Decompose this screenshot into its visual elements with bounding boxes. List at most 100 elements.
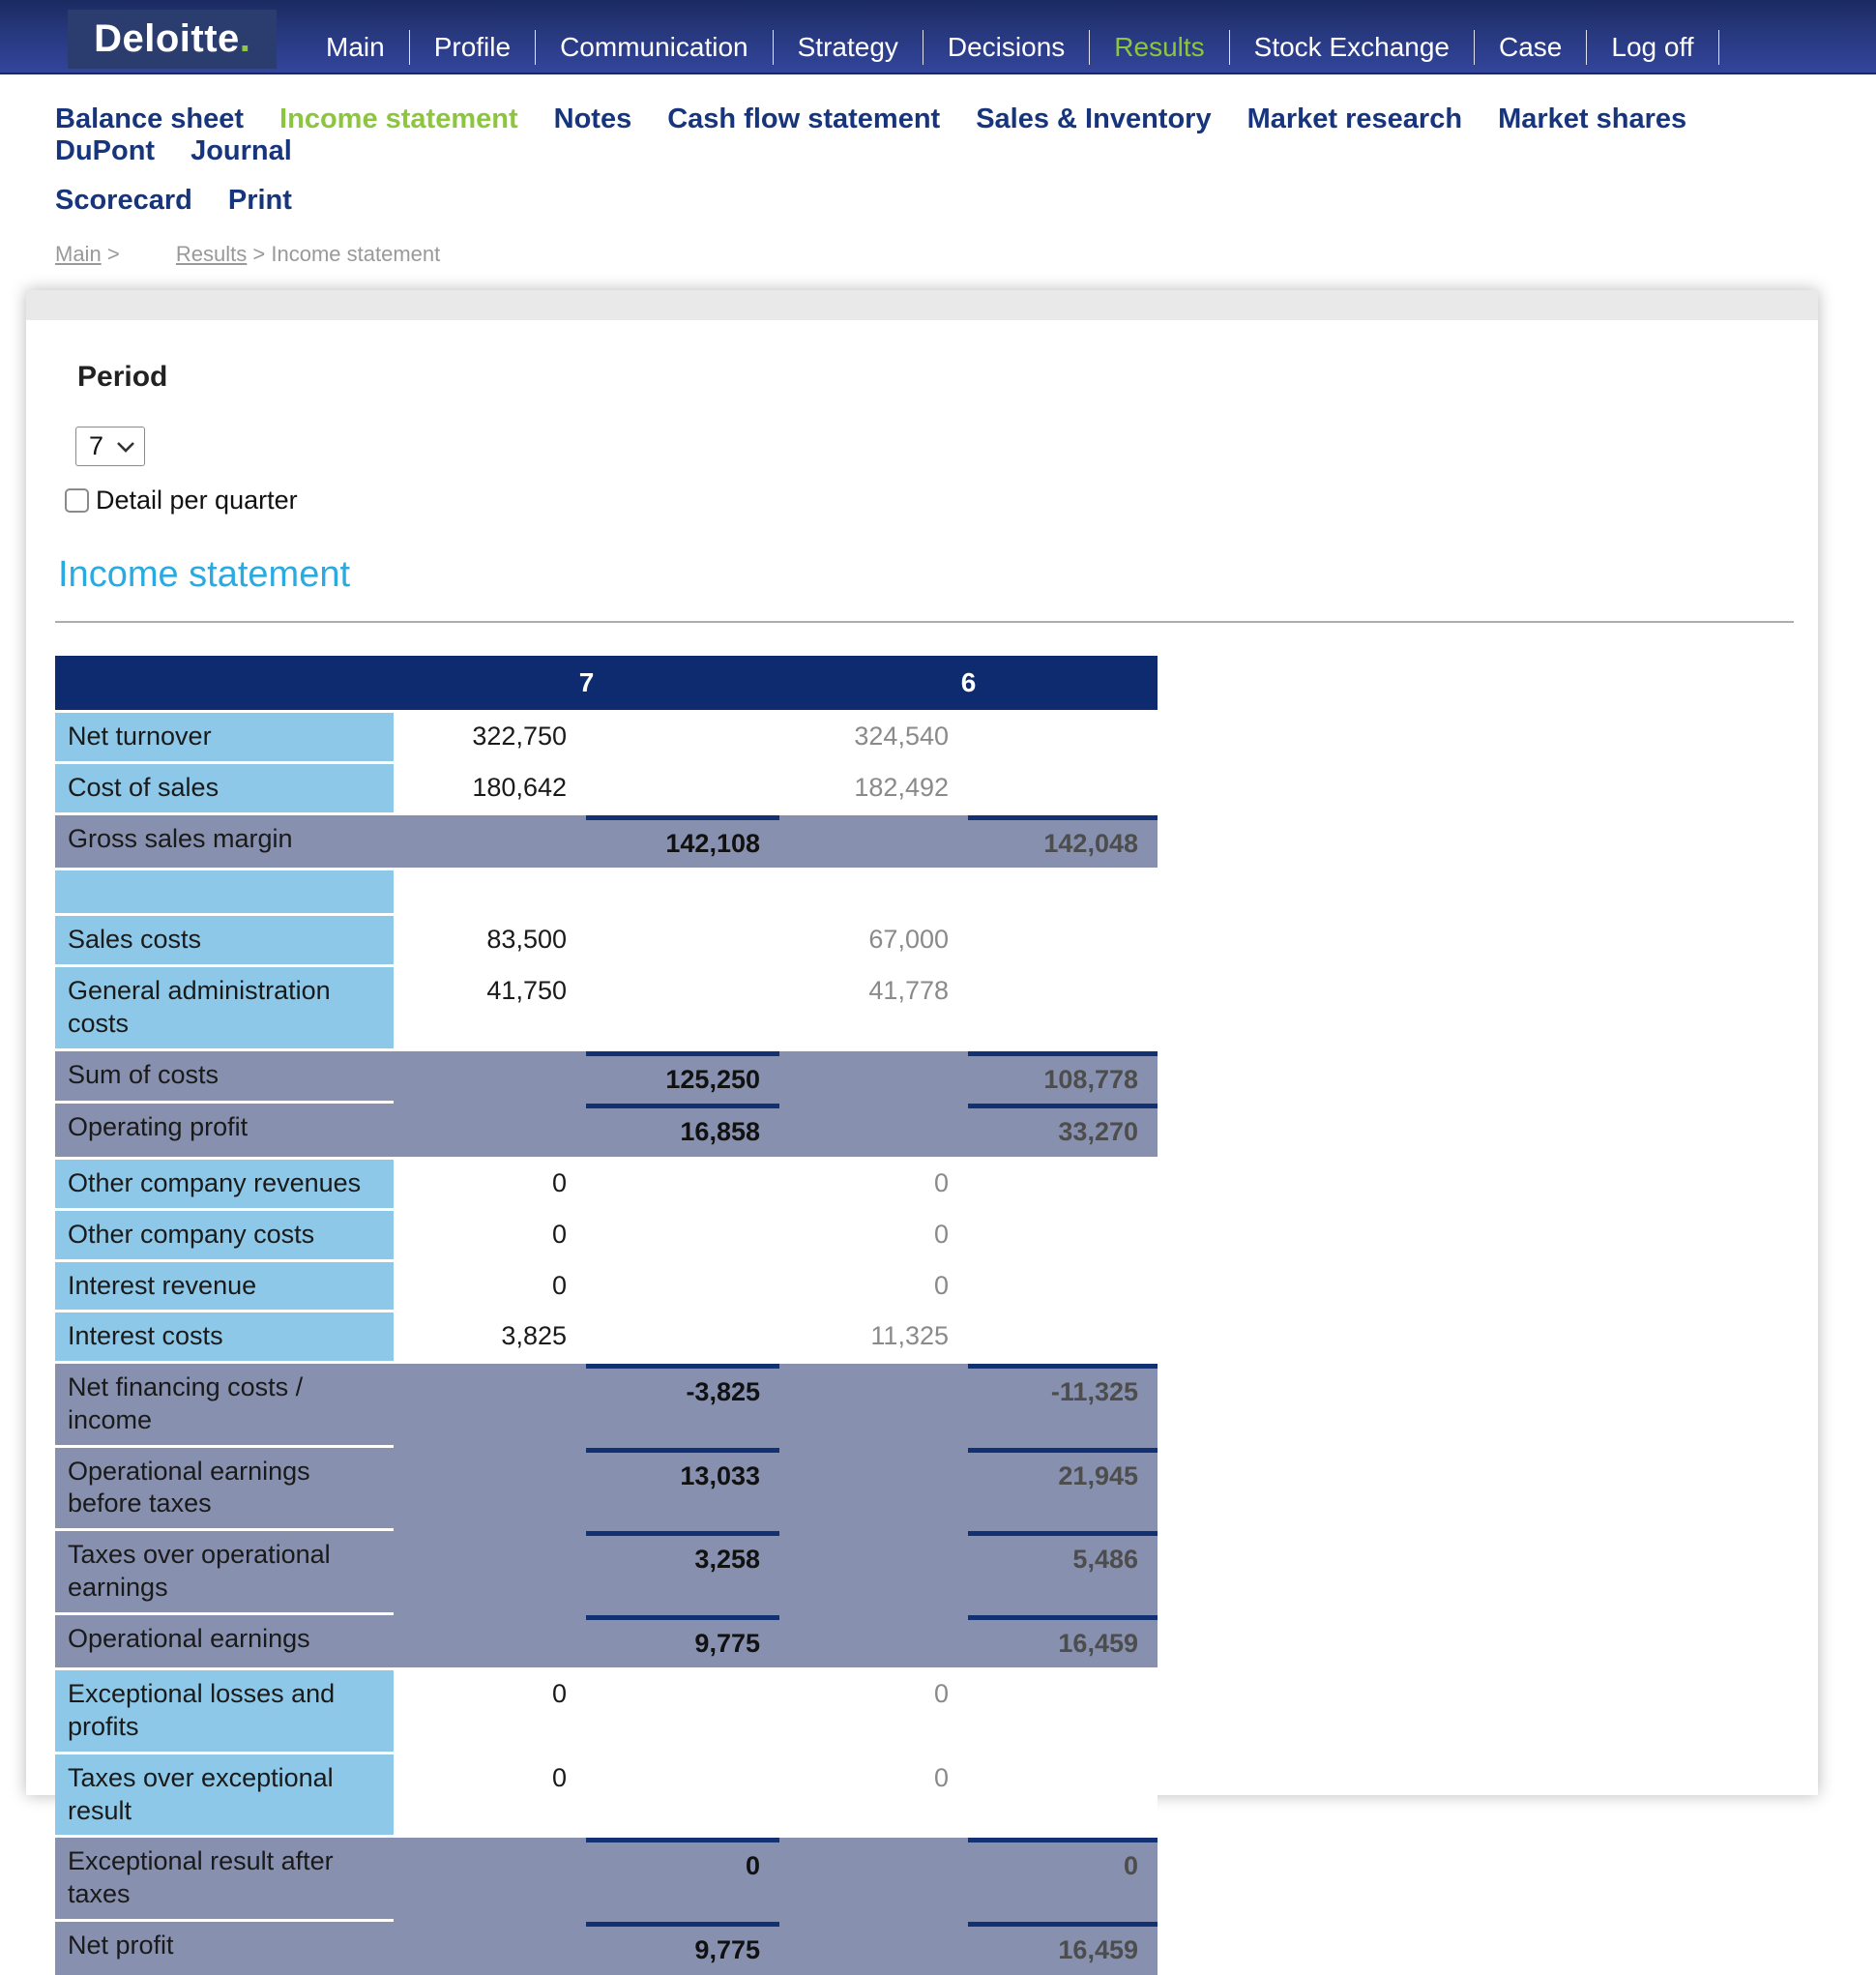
subnav-item-scorecard[interactable]: Scorecard <box>55 185 192 216</box>
value-period7-total <box>586 764 779 812</box>
subtotal-row: Gross sales margin 142,108 142,048 <box>55 814 1158 869</box>
value-period7-total: 13,033 <box>586 1447 779 1532</box>
subtotal-row: Net financing costs / income -3,825 -11,32… <box>55 1364 1158 1448</box>
value-period7-total: 125,250 <box>586 1050 779 1105</box>
value-period6-detail: 0 <box>933 1679 949 1709</box>
column-header-period-7: 7 <box>578 667 595 697</box>
breadcrumb-link-main[interactable]: Main <box>55 242 102 266</box>
value-period6-detail: 182,492 <box>854 772 949 802</box>
row-label: Other company revenues <box>55 1160 394 1208</box>
period-select[interactable]: 7 <box>75 427 145 466</box>
subtotal-row: Operating profit 16,858 33,270 <box>55 1104 1158 1157</box>
detail-row: Interest revenue 0 0 <box>55 1261 1158 1311</box>
value-period6-detail: 67,000 <box>868 925 949 955</box>
page-title: Income statement <box>58 554 351 595</box>
row-label: Net turnover <box>55 713 394 761</box>
table-header-row: 7 6 <box>55 656 1158 710</box>
subtotal-row: Taxes over operational earnings 3,258 5,48… <box>55 1531 1158 1615</box>
nav-separator <box>1089 29 1091 65</box>
value-period6-total: 33,270 <box>968 1104 1158 1157</box>
value-period7-detail <box>394 1051 586 1105</box>
top-navigation-bar: Deloitte. Main Profile Communication Strate… <box>0 0 1876 74</box>
value-period6-total <box>968 713 1158 761</box>
value-period7-detail <box>394 870 586 913</box>
value-period6-detail: 41,778 <box>868 976 949 1005</box>
table-body: Net turnover 322,750 324,540 Cost of sales 1… <box>55 713 1158 1975</box>
row-label: Operating profit <box>68 1112 249 1142</box>
blank-row <box>55 870 1158 914</box>
nav-separator <box>1228 29 1230 65</box>
detail-per-quarter-checkbox[interactable] <box>65 488 89 513</box>
topnav-item-log-off[interactable]: Log off <box>1611 31 1694 62</box>
subnav-item-dupont[interactable]: DuPont <box>55 135 156 166</box>
subnav-item-balance-sheet[interactable]: Balance sheet <box>55 103 245 134</box>
value-period7-detail <box>394 1838 586 1922</box>
breadcrumb: Main > Results > Income statement <box>55 242 1876 267</box>
topnav-item-strategy[interactable]: Strategy <box>797 31 898 62</box>
subnav-item-cash-flow-statement[interactable]: Cash flow statement <box>667 103 941 134</box>
topnav-item-main[interactable]: Main <box>326 31 385 62</box>
detail-row: Sales costs 83,500 67,000 <box>55 916 1158 964</box>
row-label: Gross sales margin <box>68 823 293 853</box>
deloitte-logo[interactable]: Deloitte. <box>68 10 277 69</box>
topnav-item-case[interactable]: Case <box>1499 31 1563 62</box>
value-period6-detail: 0 <box>933 1762 949 1792</box>
subnav-item-income-statement[interactable]: Income statement <box>279 103 518 134</box>
topnav-item-communication[interactable]: Communication <box>560 31 748 62</box>
value-period7-total: 9,775 <box>586 1614 779 1668</box>
subnav-item-notes[interactable]: Notes <box>553 103 632 134</box>
breadcrumb-separator: > <box>252 242 266 266</box>
subnav-row-1: Balance sheet Income statement Notes Cash f… <box>55 103 1837 167</box>
value-period7-total <box>586 1262 779 1311</box>
row-label: Other company costs <box>55 1210 394 1259</box>
subnav-item-market-research[interactable]: Market research <box>1246 103 1463 134</box>
value-period6-detail <box>779 1615 968 1668</box>
value-period7-total: 142,108 <box>586 814 779 869</box>
value-period6-detail: 324,540 <box>854 722 949 751</box>
topnav-item-profile[interactable]: Profile <box>433 31 512 62</box>
nav-separator <box>1586 29 1588 65</box>
row-label: Interest costs <box>55 1312 394 1361</box>
value-period7-detail <box>394 1364 586 1448</box>
value-period6-total <box>968 967 1158 1048</box>
value-period6-detail <box>779 1531 968 1615</box>
subtotal-row: Operational earnings 9,775 16,459 <box>55 1614 1158 1668</box>
detail-row: Net turnover 322,750 324,540 <box>55 713 1158 761</box>
results-subnav: Balance sheet Income statement Notes Cash f… <box>0 74 1876 217</box>
title-divider <box>55 621 1794 623</box>
detail-per-quarter-row: Detail per quarter <box>65 486 1794 516</box>
subnav-item-print[interactable]: Print <box>227 185 292 216</box>
topnav-item-results[interactable]: Results <box>1114 31 1205 62</box>
value-period7-detail <box>394 1531 586 1615</box>
value-period7-total: -3,825 <box>586 1364 779 1448</box>
value-period7-detail: 0 <box>551 1270 567 1300</box>
detail-row: Cost of sales 180,642 182,492 <box>55 763 1158 812</box>
row-label: Taxes over operational earnings <box>55 1531 394 1615</box>
topnav-item-decisions[interactable]: Decisions <box>947 31 1066 62</box>
value-period6-total: 16,459 <box>968 1921 1158 1975</box>
breadcrumb-current: Income statement <box>271 242 441 266</box>
logo-text: Deloitte <box>94 17 240 60</box>
period-heading: Period <box>77 361 168 393</box>
value-period7-total <box>586 870 779 913</box>
value-period7-total <box>586 916 779 964</box>
value-period7-detail: 0 <box>551 1762 567 1792</box>
subnav-item-sales-inventory[interactable]: Sales & Inventory <box>976 103 1212 134</box>
nav-separator <box>535 29 537 65</box>
content-panel: Period 7 Detail per quarter Income state… <box>26 290 1818 1975</box>
subnav-item-journal[interactable]: Journal <box>191 135 292 166</box>
header-spacer <box>55 656 394 710</box>
breadcrumb-link-results[interactable]: Results <box>175 242 248 266</box>
row-label: General administration costs <box>55 967 394 1048</box>
subnav-item-market-shares[interactable]: Market shares <box>1498 103 1687 134</box>
nav-separator <box>1474 29 1475 65</box>
logo-green-dot: . <box>239 17 250 60</box>
row-label: Net profit <box>68 1930 174 1960</box>
row-label: Operational earnings <box>68 1623 310 1653</box>
value-period6-detail <box>779 815 968 869</box>
topnav-item-stock-exchange[interactable]: Stock Exchange <box>1253 31 1450 62</box>
value-period7-detail: 322,750 <box>472 722 567 751</box>
value-period7-detail <box>394 1104 586 1157</box>
nav-separator <box>772 29 774 65</box>
value-period7-detail <box>394 1615 586 1668</box>
